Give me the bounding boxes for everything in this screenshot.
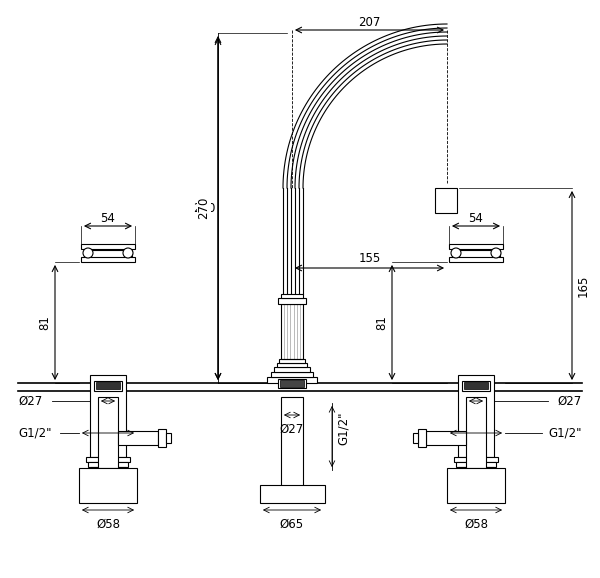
Bar (464, 382, 488, 389)
Bar (281, 304, 303, 359)
Text: G1/2": G1/2" (548, 427, 582, 439)
Text: Ø58: Ø58 (96, 518, 120, 531)
Text: G1/2": G1/2" (18, 427, 52, 439)
Bar (81, 257, 135, 262)
Bar (418, 429, 426, 447)
Bar (435, 188, 457, 213)
Bar (452, 250, 500, 258)
Bar (96, 382, 120, 389)
Text: 155: 155 (358, 253, 380, 265)
Bar (94, 381, 122, 391)
Text: Ø58: Ø58 (464, 518, 488, 531)
Bar (413, 433, 418, 443)
Text: Ø27: Ø27 (280, 423, 304, 436)
Bar (466, 397, 486, 468)
Bar (88, 462, 128, 467)
Bar (281, 294, 303, 298)
Text: 81: 81 (38, 315, 52, 330)
Bar (86, 457, 130, 462)
Bar (278, 379, 306, 388)
Bar (458, 375, 494, 457)
Bar (426, 431, 466, 445)
Bar (279, 359, 305, 363)
Text: 270: 270 (193, 202, 215, 214)
Bar (260, 485, 325, 503)
Bar (278, 298, 306, 304)
Bar (267, 377, 317, 383)
Bar (462, 381, 490, 391)
Bar (449, 244, 503, 249)
Bar (454, 457, 498, 462)
Text: Ø27: Ø27 (558, 395, 582, 407)
Bar (277, 363, 307, 367)
Bar (118, 431, 158, 445)
Text: 270: 270 (197, 197, 211, 219)
Text: 207: 207 (358, 16, 380, 28)
Bar (458, 467, 494, 471)
Bar (84, 250, 132, 258)
Bar (447, 468, 505, 503)
Text: 54: 54 (101, 212, 115, 224)
Bar (271, 372, 313, 377)
Bar (90, 375, 126, 457)
Bar (437, 190, 454, 211)
Bar (79, 468, 137, 503)
Bar (158, 429, 166, 447)
Bar (98, 397, 118, 468)
Text: G1/2": G1/2" (337, 412, 350, 444)
Bar (281, 397, 303, 488)
Text: 54: 54 (469, 212, 484, 224)
Bar (166, 433, 171, 443)
Text: 165: 165 (577, 275, 590, 297)
Bar (280, 380, 304, 387)
Circle shape (491, 248, 501, 258)
Text: 81: 81 (376, 315, 389, 330)
Text: Ø27: Ø27 (18, 395, 42, 407)
Bar (274, 367, 310, 372)
Bar (449, 257, 503, 262)
Circle shape (451, 248, 461, 258)
Text: Ø65: Ø65 (280, 518, 304, 531)
Bar (456, 462, 496, 467)
Bar (81, 244, 135, 249)
Circle shape (123, 248, 133, 258)
Circle shape (83, 248, 93, 258)
Bar (90, 467, 126, 471)
